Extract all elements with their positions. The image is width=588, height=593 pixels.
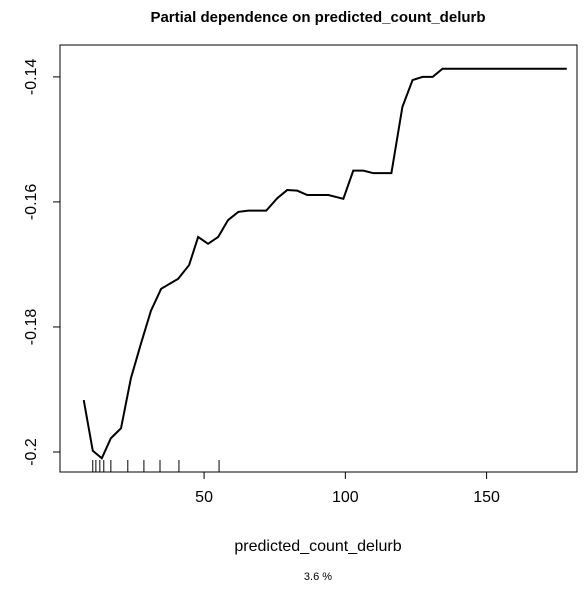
y-tick-label: -0.18 <box>23 309 40 346</box>
x-tick-label: 100 <box>332 489 359 506</box>
subtitle: 3.6 % <box>304 571 332 583</box>
plot-box <box>59 44 578 473</box>
x-tick-label: 50 <box>195 489 213 506</box>
chart-title: Partial dependence on predicted_count_de… <box>150 9 485 26</box>
x-axis-label: predicted_count_delurb <box>234 538 401 555</box>
x-tick-label: 150 <box>473 489 500 506</box>
line <box>82 67 567 460</box>
y-tick-label: -0.14 <box>23 59 40 96</box>
y-tick-label: -0.16 <box>23 184 40 221</box>
y-tick-label: -0.2 <box>23 438 40 466</box>
